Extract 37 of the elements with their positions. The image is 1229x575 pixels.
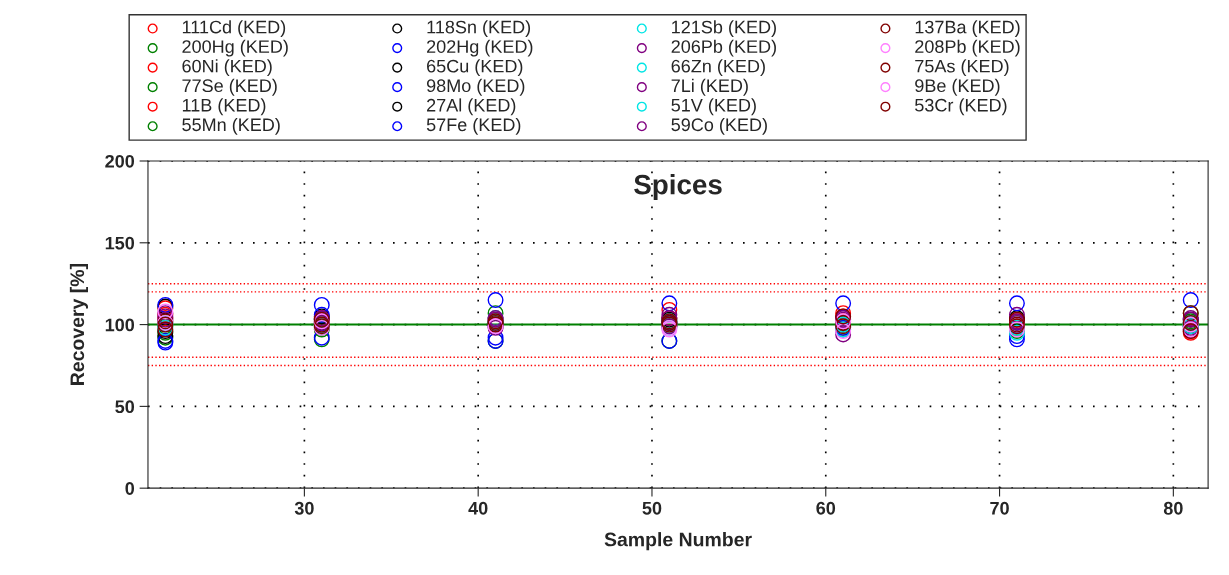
legend-label: 98Mo (KED) [426, 78, 525, 96]
legend-label: 75As (KED) [915, 59, 1009, 77]
x-tick-label: 70 [990, 501, 1009, 515]
y-tick-label: 200 [105, 154, 135, 168]
legend-label: 11B (KED) [182, 98, 266, 116]
y-tick-label: 150 [105, 236, 135, 250]
legend-label: 66Zn (KED) [671, 59, 765, 77]
legend-label: 77Se (KED) [182, 78, 277, 96]
legend-label: 53Cr (KED) [915, 98, 1007, 116]
legend-label: 59Co (KED) [671, 117, 767, 135]
y-tick-label: 0 [125, 482, 135, 495]
x-tick-label: 40 [468, 501, 488, 515]
legend-label: 57Fe (KED) [426, 117, 521, 135]
legend-label: 55Mn (KED) [182, 117, 280, 135]
y-axis-title: Recovery [%] [69, 264, 88, 385]
chart-title: Spices [634, 174, 722, 200]
legend-label: 7Li (KED) [671, 78, 748, 96]
legend-label: 9Be (KED) [915, 78, 1000, 96]
y-tick-label: 50 [115, 400, 135, 414]
legend-label: 111Cd (KED) [182, 20, 286, 38]
legend-label: 51V (KED) [671, 98, 756, 116]
legend-label: 206Pb (KED) [671, 39, 776, 57]
legend-label: 137Ba (KED) [915, 20, 1020, 38]
x-axis-title: Sample Number [604, 532, 752, 551]
x-tick-label: 80 [1163, 501, 1183, 515]
legend-label: 27Al (KED) [427, 98, 516, 116]
x-tick-label: 60 [816, 501, 836, 515]
y-tick-label: 100 [105, 318, 135, 332]
legend-label: 208Pb (KED) [915, 39, 1020, 57]
x-tick-label: 30 [294, 501, 314, 515]
x-tick-label: 50 [642, 501, 662, 515]
legend-label: 65Cu (KED) [427, 59, 523, 77]
legend-label: 121Sb (KED) [672, 20, 776, 38]
legend-label: 118Sn (KED) [427, 20, 531, 38]
legend-label: 200Hg (KED) [182, 39, 288, 57]
legend-label: 60Ni (KED) [182, 59, 272, 77]
legend-label: 202Hg (KED) [427, 39, 533, 57]
